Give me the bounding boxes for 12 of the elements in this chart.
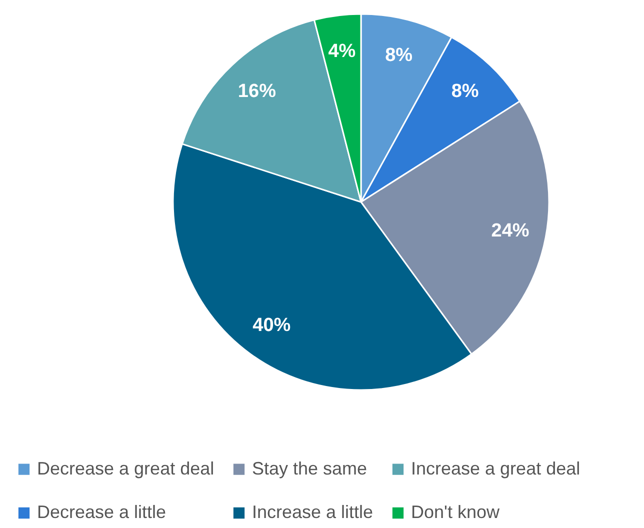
legend-label: Decrease a little: [37, 502, 166, 522]
legend-label: Stay the same: [252, 458, 368, 478]
data-label: 24%: [491, 220, 530, 242]
legend-label: Decrease a great deal: [37, 458, 214, 478]
data-label: 4%: [328, 41, 356, 62]
data-label: 16%: [238, 81, 276, 102]
data-label: 40%: [252, 314, 291, 336]
data-label: 8%: [451, 81, 479, 102]
legend-label: Increase a little: [252, 502, 374, 522]
legend-label: Increase a great deal: [411, 458, 580, 478]
legend-label: Don't know: [411, 502, 500, 522]
data-label: 8%: [385, 44, 413, 66]
